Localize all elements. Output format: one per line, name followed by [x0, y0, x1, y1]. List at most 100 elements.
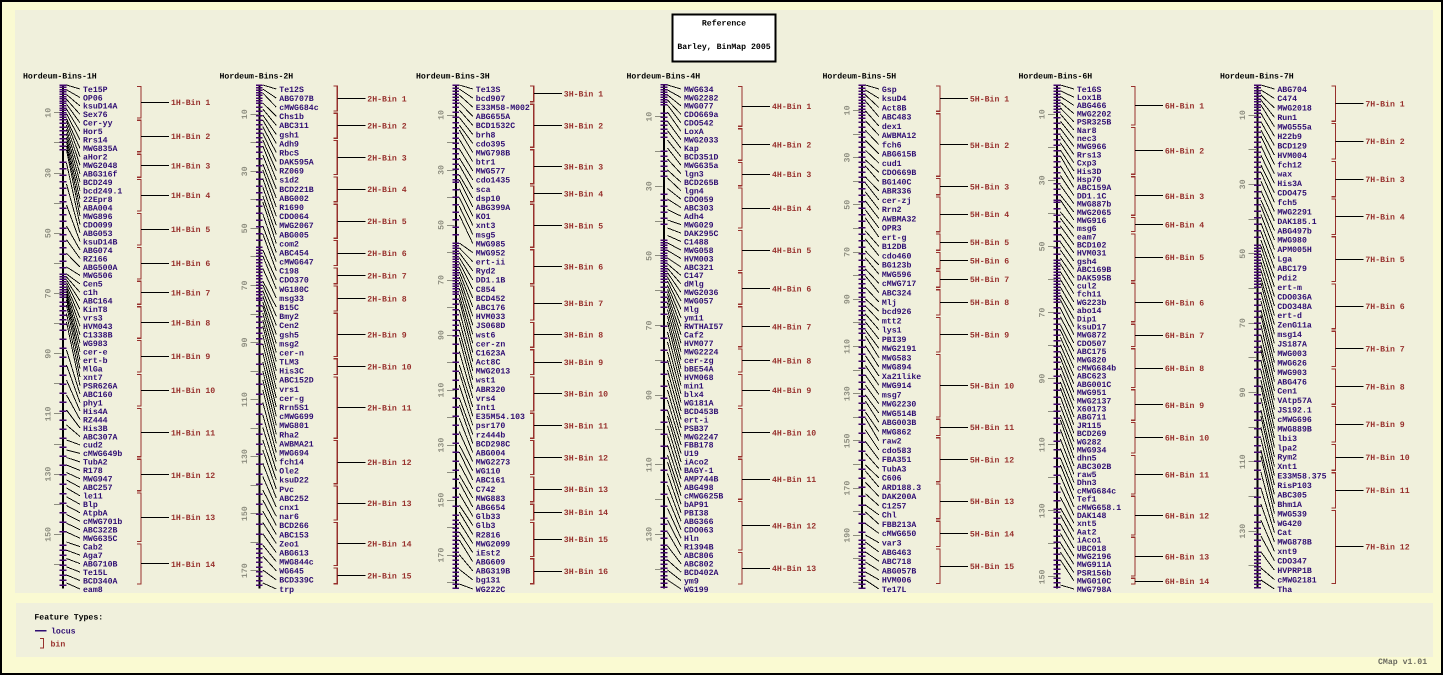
svg-text:MWG539: MWG539 [1277, 510, 1307, 519]
svg-text:1H-Bin 8: 1H-Bin 8 [171, 319, 210, 328]
svg-text:130: 130 [437, 438, 446, 453]
svg-text:ABC324: ABC324 [882, 290, 912, 299]
svg-text:HVM006: HVM006 [882, 577, 912, 586]
svg-text:Mlg: Mlg [684, 306, 699, 315]
svg-text:ABR320: ABR320 [476, 386, 506, 395]
svg-text:50: 50 [646, 251, 655, 261]
svg-text:ksuD17: ksuD17 [1077, 324, 1107, 333]
svg-text:3H-Bin 9: 3H-Bin 9 [564, 359, 603, 368]
svg-text:6H-Bin 4: 6H-Bin 4 [1165, 221, 1204, 230]
svg-text:CDO475: CDO475 [1277, 190, 1307, 199]
svg-text:msg33: msg33 [279, 295, 304, 304]
svg-text:msg5: msg5 [476, 231, 496, 240]
svg-text:ABC454: ABC454 [279, 249, 309, 258]
svg-text:WG983: WG983 [83, 340, 108, 349]
svg-text:ksuD22: ksuD22 [279, 477, 309, 486]
svg-text:6H-Bin 9: 6H-Bin 9 [1165, 402, 1204, 411]
svg-text:Bhm1A: Bhm1A [1277, 501, 1302, 510]
svg-text:btr1: btr1 [476, 159, 496, 168]
svg-text:4H-Bin 8: 4H-Bin 8 [772, 357, 811, 366]
svg-text:7H-Bin 11: 7H-Bin 11 [1365, 487, 1409, 496]
svg-text:MWG2282: MWG2282 [684, 94, 718, 103]
svg-text:ABG003B: ABG003B [882, 419, 916, 428]
svg-text:xnt5: xnt5 [1077, 520, 1097, 529]
svg-text:ABC623: ABC623 [1077, 373, 1107, 382]
svg-text:ABG319B: ABG319B [476, 568, 510, 577]
svg-text:MWG2291: MWG2291 [1277, 208, 1311, 217]
svg-text:MlGa: MlGa [83, 366, 103, 375]
svg-text:90: 90 [1239, 388, 1248, 398]
svg-text:bcd907: bcd907 [476, 95, 506, 104]
svg-text:cdo583: cdo583 [882, 447, 912, 456]
svg-text:7H-Bin 12: 7H-Bin 12 [1365, 544, 1409, 553]
svg-text:Xa21like: Xa21like [882, 373, 921, 382]
svg-text:MWG003: MWG003 [1277, 350, 1307, 359]
svg-text:30: 30 [1038, 175, 1047, 185]
svg-text:MWG010C: MWG010C [1077, 578, 1111, 587]
svg-text:ABG463: ABG463 [882, 549, 912, 558]
svg-text:BG123b: BG123b [882, 262, 912, 271]
svg-text:ABC483: ABC483 [882, 114, 912, 123]
svg-text:PSR156b: PSR156b [1077, 569, 1111, 578]
svg-text:Chs1b: Chs1b [279, 113, 304, 122]
svg-text:ABG497b: ABG497b [1277, 227, 1311, 236]
svg-text:blx4: blx4 [684, 391, 704, 400]
svg-text:Chl: Chl [882, 512, 897, 521]
svg-text:MWG887b: MWG887b [1077, 201, 1111, 210]
svg-text:CDO099: CDO099 [83, 221, 113, 230]
svg-text:6H-Bin 14: 6H-Bin 14 [1165, 578, 1209, 587]
svg-text:4H-Bin 2: 4H-Bin 2 [772, 141, 811, 150]
svg-text:2H-Bin 4: 2H-Bin 4 [367, 186, 406, 195]
svg-text:130: 130 [241, 449, 250, 464]
svg-text:eam7: eam7 [1077, 233, 1097, 242]
svg-text:cMWG2181: cMWG2181 [1277, 576, 1316, 585]
svg-text:CDO036A: CDO036A [1277, 293, 1311, 302]
svg-text:RZ069: RZ069 [279, 168, 304, 177]
svg-text:MWG966: MWG966 [1077, 143, 1107, 152]
svg-text:MWG844c: MWG844c [279, 559, 313, 568]
svg-text:MWG635a: MWG635a [684, 162, 718, 171]
svg-text:BCD298C: BCD298C [476, 440, 510, 449]
svg-text:Rrs13: Rrs13 [1077, 151, 1102, 160]
svg-text:ABA004: ABA004 [83, 204, 113, 213]
svg-text:3H-Bin 15: 3H-Bin 15 [564, 536, 608, 545]
svg-text:5H-Bin 4: 5H-Bin 4 [970, 211, 1009, 220]
svg-text:nec3: nec3 [1077, 135, 1097, 144]
svg-text:7H-Bin 2: 7H-Bin 2 [1365, 138, 1404, 147]
svg-text:ABC176: ABC176 [476, 304, 506, 313]
svg-text:6H-Bin 6: 6H-Bin 6 [1165, 299, 1204, 308]
svg-text:Hordeum-Bins-4H: Hordeum-Bins-4H [627, 73, 701, 82]
svg-text:7H-Bin 3: 7H-Bin 3 [1365, 176, 1404, 185]
svg-text:MWG635C: MWG635C [83, 535, 117, 544]
svg-text:3H-Bin 16: 3H-Bin 16 [564, 568, 608, 577]
svg-text:BG140C: BG140C [882, 178, 912, 187]
svg-text:cul2: cul2 [1077, 283, 1097, 292]
svg-text:C1623A: C1623A [476, 349, 506, 358]
svg-text:190: 190 [843, 528, 852, 543]
svg-text:dMlg: dMlg [684, 281, 704, 290]
svg-text:APM005H: APM005H [1277, 246, 1311, 255]
svg-text:4H-Bin 11: 4H-Bin 11 [772, 476, 816, 485]
svg-text:6H-Bin 7: 6H-Bin 7 [1165, 332, 1204, 341]
svg-text:MWG2048: MWG2048 [83, 162, 117, 171]
svg-text:FBB178: FBB178 [684, 442, 714, 451]
svg-text:Blp: Blp [83, 501, 98, 510]
svg-text:Adh4: Adh4 [684, 213, 704, 222]
svg-text:Glb33: Glb33 [476, 513, 501, 522]
svg-text:90: 90 [646, 390, 655, 400]
svg-text:70: 70 [437, 275, 446, 285]
svg-text:ert-ii: ert-ii [476, 259, 506, 268]
svg-text:BCD1532C: BCD1532C [476, 122, 515, 131]
svg-text:ABG710B: ABG710B [83, 560, 117, 569]
svg-text:5H-Bin 10: 5H-Bin 10 [970, 383, 1014, 392]
svg-text:BAGY-1: BAGY-1 [684, 467, 714, 476]
svg-text:cud2: cud2 [83, 442, 103, 451]
svg-text:10: 10 [646, 112, 655, 122]
svg-text:1H-Bin 10: 1H-Bin 10 [171, 387, 215, 396]
svg-text:1H-Bin 2: 1H-Bin 2 [171, 133, 210, 142]
svg-text:30: 30 [843, 153, 852, 163]
svg-text:BCD269: BCD269 [1077, 430, 1107, 439]
svg-text:Te17L: Te17L [882, 586, 907, 595]
svg-text:ABC806: ABC806 [684, 552, 714, 561]
svg-text:130: 130 [1239, 524, 1248, 539]
